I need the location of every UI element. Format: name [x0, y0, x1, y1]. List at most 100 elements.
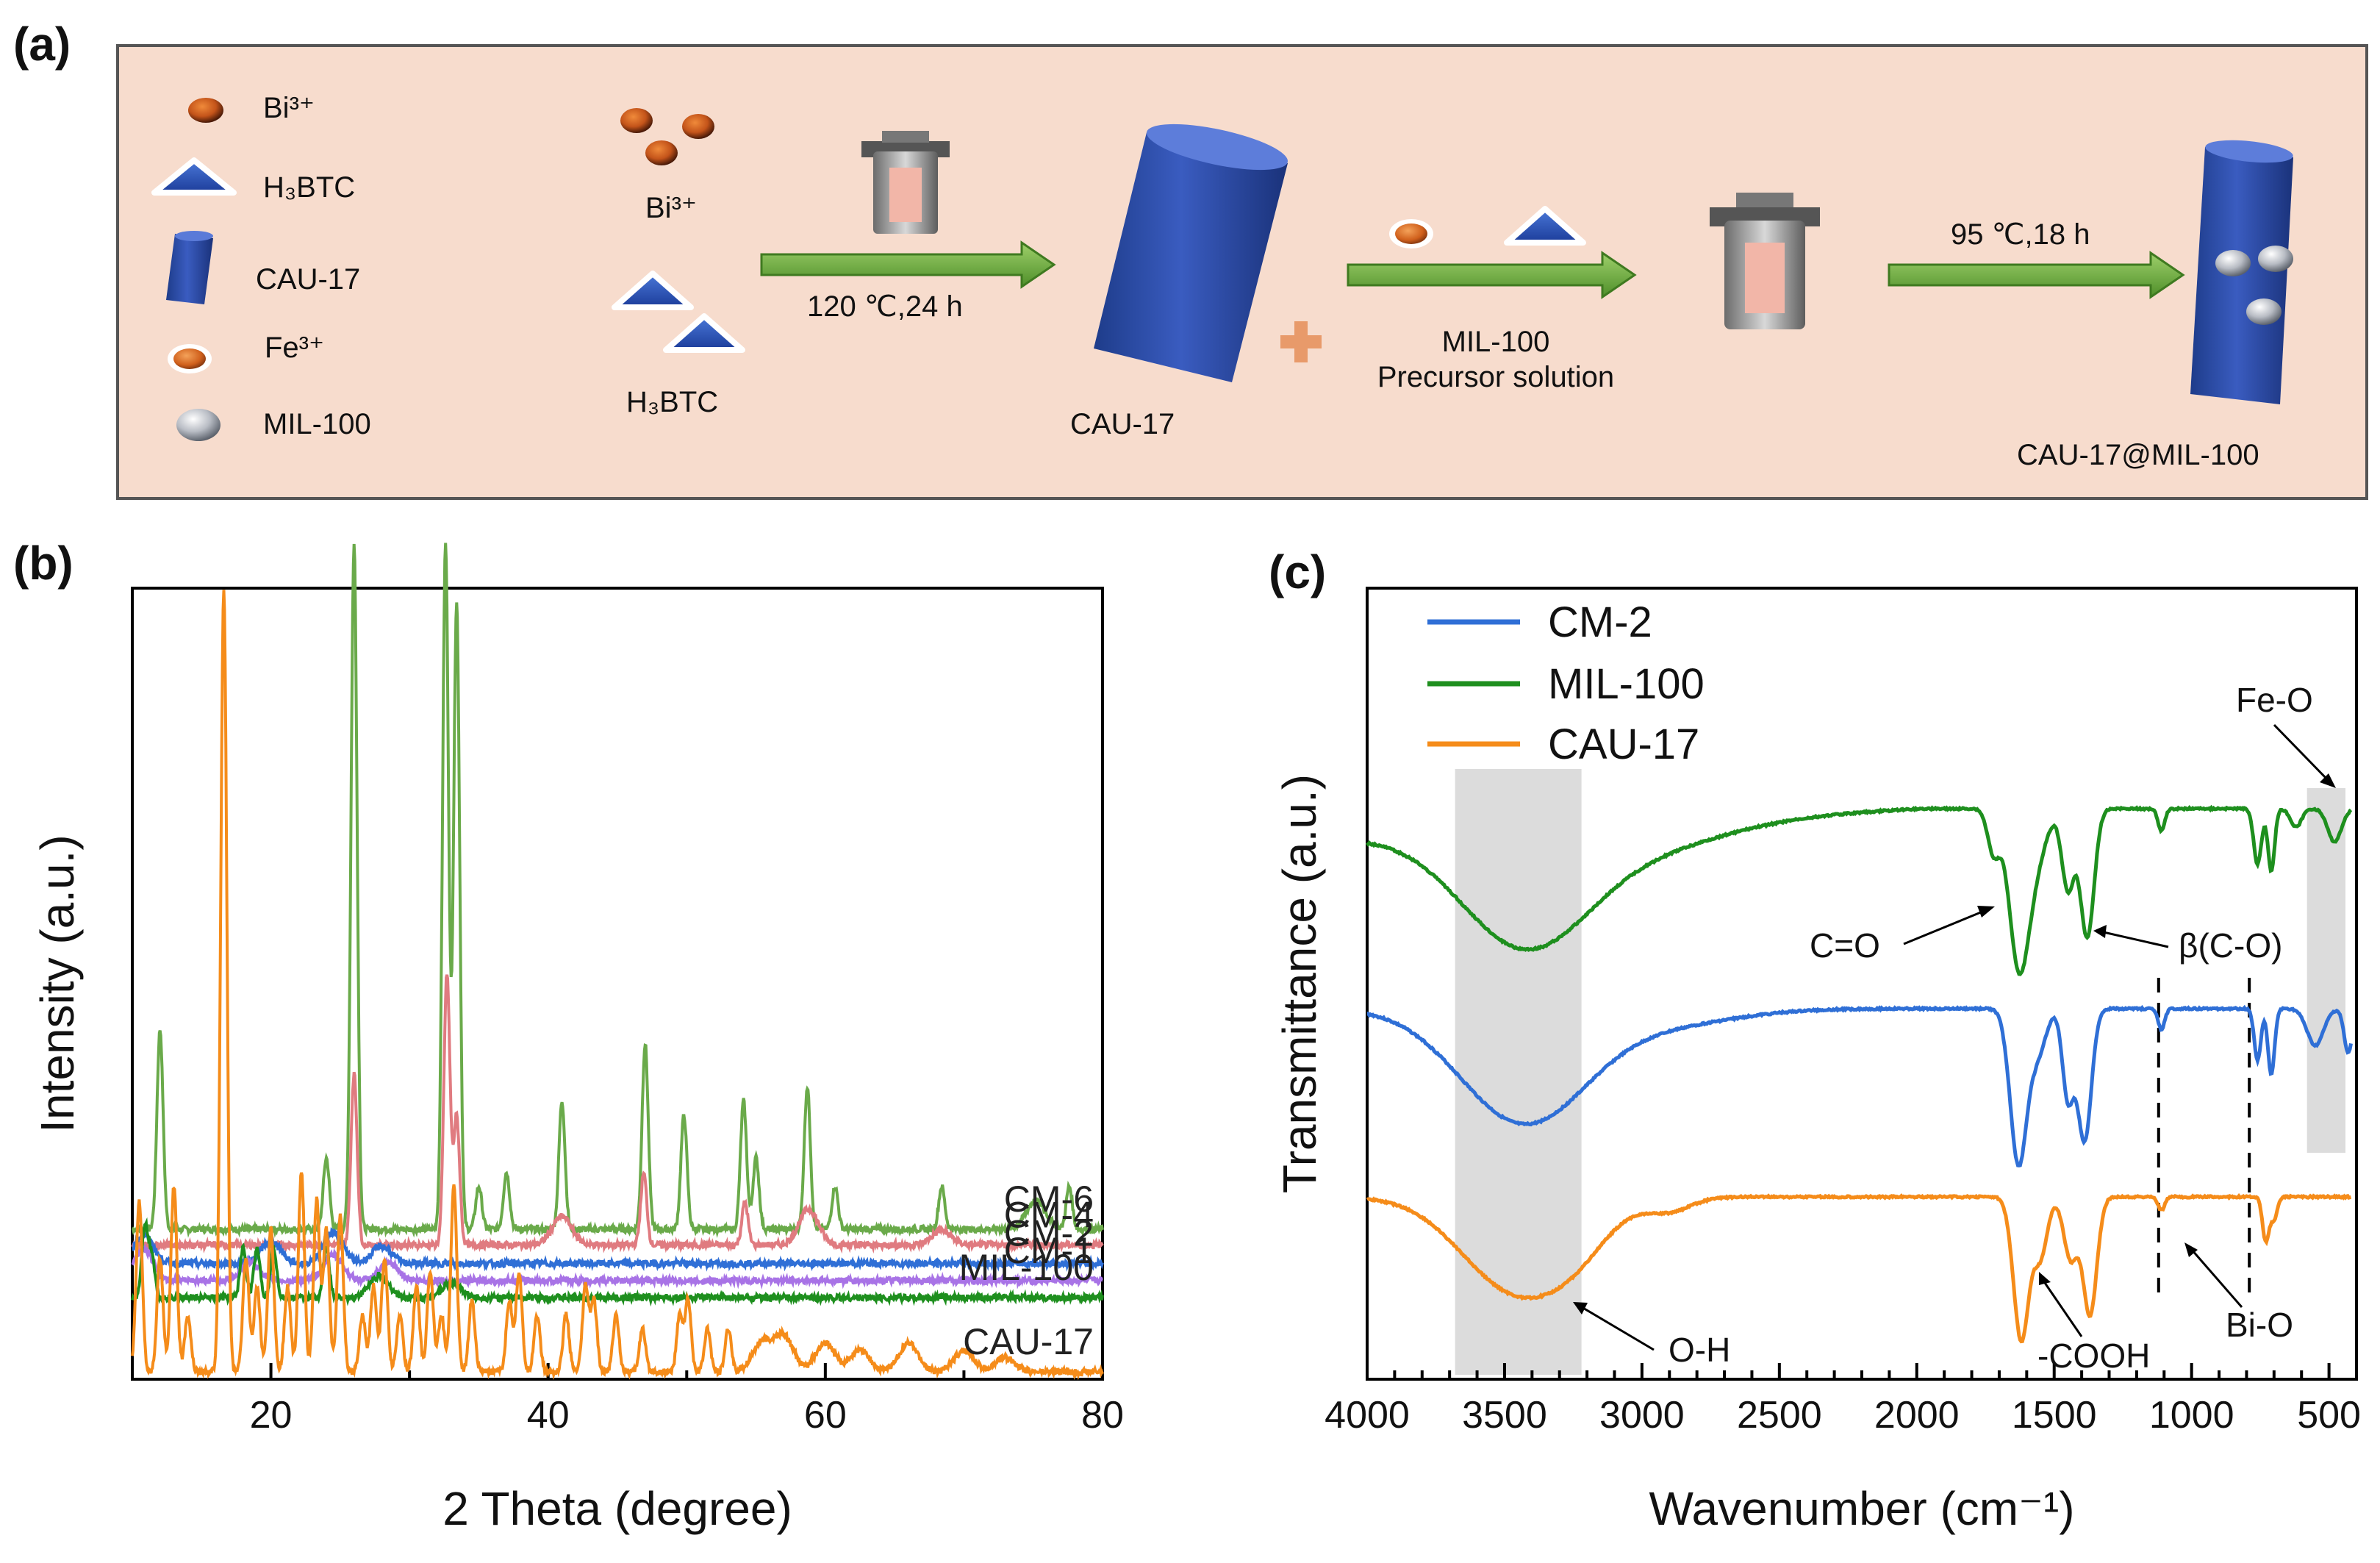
h3btc-icon — [151, 157, 237, 196]
ftir-reference-lines — [2157, 978, 2251, 1294]
panel-a-label: (a) — [13, 18, 71, 71]
xrd-series-line-cm-2 — [132, 1227, 1104, 1272]
arrowhead — [2184, 1242, 2198, 1257]
legend-mil100-label: MIL-100 — [1548, 660, 1705, 708]
ftir-highlight-regions — [1455, 769, 2346, 1375]
xrd-series-line-cm-1 — [131, 1243, 1103, 1290]
arrowhead — [2039, 1272, 2051, 1285]
arrowhead — [1977, 906, 1995, 918]
annot-co: C=O — [1810, 926, 1880, 965]
annot-cooh: -COOH — [2037, 1337, 2150, 1375]
ftir-x-axis-title: Wavenumber (cm⁻¹) — [1649, 1482, 2074, 1535]
final-product-label: CAU-17@MIL-100 — [2017, 439, 2259, 471]
xrd-series-label: CM-4 — [1004, 1194, 1094, 1235]
xrd-x-tick-label: 20 — [250, 1394, 293, 1437]
cau17-mil100-composite — [2190, 140, 2293, 404]
ftir-highlight-region — [2306, 788, 2346, 1153]
xrd-x-tick-label: 40 — [527, 1394, 570, 1437]
annot-bio: Bi-O — [2226, 1306, 2293, 1344]
ftir-series-line-cau-17 — [1366, 1192, 2351, 1344]
annot-oh-arrow — [1581, 1306, 1655, 1351]
cau17-rod-large — [1094, 124, 1288, 382]
ftir-legend: CM-2 MIL-100 CAU-17 — [1427, 598, 1705, 768]
panel-c-label: (c) — [1269, 546, 1326, 598]
ftir-x-tick-label: 4000 — [1325, 1394, 1410, 1437]
legend-cau17-label: CAU-17 — [1548, 720, 1699, 768]
ftir-series — [1366, 804, 2353, 1344]
arrowhead — [2320, 773, 2336, 788]
legend-cau17-label: CAU-17 — [256, 263, 360, 296]
annot-beta: β(C-O) — [2179, 926, 2282, 965]
precursor-line1: MIL-100 — [1442, 326, 1550, 358]
xrd-x-axis-title: 2 Theta (degree) — [442, 1482, 792, 1535]
ftir-x-tick-label: 2000 — [1874, 1394, 1960, 1437]
xrd-x-tick-label: 80 — [1081, 1394, 1124, 1437]
xrd-series-line-mil-100 — [131, 1217, 1104, 1307]
xrd-series-label: CAU-17 — [963, 1321, 1094, 1362]
fe-ion-icon — [173, 348, 206, 369]
legend-cm2-label: CM-2 — [1548, 598, 1652, 646]
annot-co-arrow — [1903, 909, 1987, 945]
annot-feo: Fe-O — [2236, 681, 2313, 719]
autoclave-icon — [861, 131, 950, 234]
ftir-x-tick-label: 500 — [2297, 1394, 2361, 1437]
panel-b-label: (b) — [13, 537, 74, 590]
ftir-x-tick-label: 3500 — [1462, 1394, 1547, 1437]
reactants-group: Bi³⁺ H₃BTC — [612, 108, 745, 418]
h3btc-icon — [663, 313, 745, 353]
plus-icon — [1280, 321, 1322, 362]
xrd-series-line-cm-4 — [131, 974, 1104, 1254]
step1-condition: 120 ℃,24 h — [807, 290, 963, 323]
arrowhead — [1573, 1302, 1588, 1315]
reactant-bi-label: Bi³⁺ — [645, 192, 697, 224]
ftir-series-line-cm-2 — [1366, 1004, 2353, 1167]
ftir-highlight-region — [1455, 769, 1582, 1375]
xrd-x-tick-label: 60 — [804, 1394, 847, 1437]
annot-feo-arrow — [2273, 723, 2330, 782]
xrd-plot-frame — [131, 587, 1104, 1381]
bi-ion-icon — [188, 98, 223, 123]
arrowhead — [2093, 925, 2107, 938]
mil100-sphere-icon — [2215, 250, 2251, 276]
bi-ion-icon — [682, 114, 714, 139]
xrd-series-label: CM-1 — [1004, 1230, 1094, 1271]
fe-ion-icon — [1395, 223, 1427, 244]
annot-cooh-arrow — [2042, 1280, 2083, 1337]
scheme-legend: Bi³⁺ H₃BTC CAU-17 Fe³⁺ MIL-100 — [151, 92, 371, 441]
reaction-arrow-1 — [760, 240, 1056, 289]
bi-ion-icon — [645, 140, 678, 165]
xrd-series-line-cau-17 — [131, 590, 1104, 1381]
legend-bi-label: Bi³⁺ — [263, 92, 315, 124]
ftir-x-tick-label: 2500 — [1737, 1394, 1822, 1437]
product1-label: CAU-17 — [1070, 408, 1175, 440]
legend-mil100-label: MIL-100 — [263, 408, 371, 440]
precursor-line2: Precursor solution — [1377, 361, 1614, 393]
legend-h3btc-label: H₃BTC — [263, 171, 355, 204]
xrd-series-label: CM-6 — [1004, 1178, 1094, 1220]
annot-beta-arrow — [2103, 931, 2169, 948]
xrd-series-label: CM-2 — [1004, 1213, 1094, 1254]
cau17-rod-icon — [166, 231, 213, 304]
mil100-sphere-icon — [2246, 298, 2282, 325]
xrd-series-line-cm-6 — [131, 543, 1104, 1239]
mil100-sphere-icon — [176, 409, 221, 441]
xrd-y-axis-title: Intensity (a.u.) — [31, 834, 84, 1133]
reaction-arrow-2 — [1347, 251, 1637, 299]
mil100-sphere-icon — [2258, 246, 2293, 272]
annot-bio-arrow — [2190, 1249, 2243, 1308]
reactant-h3btc-label: H₃BTC — [626, 386, 718, 418]
h3btc-icon — [1504, 206, 1586, 246]
ftir-series-line-mil-100 — [1366, 804, 2353, 976]
ftir-x-tick-label: 3000 — [1599, 1394, 1685, 1437]
autoclave-icon — [1710, 193, 1820, 329]
xrd-series-label: MIL-100 — [959, 1247, 1094, 1288]
reaction-arrow-3 — [1888, 251, 2185, 299]
legend-fe-label: Fe³⁺ — [265, 332, 324, 364]
ftir-annotations: Fe-O C=O β(C-O) O-H -COOH Bi-O — [1573, 681, 2336, 1375]
ftir-chart: 4000 3500 3000 2500 2000 1500 1000 500 CM-2 MIL… — [1273, 587, 2361, 1535]
bi-ion-icon — [620, 108, 653, 133]
xrd-x-axis: 20 40 60 80 — [131, 1363, 1124, 1437]
